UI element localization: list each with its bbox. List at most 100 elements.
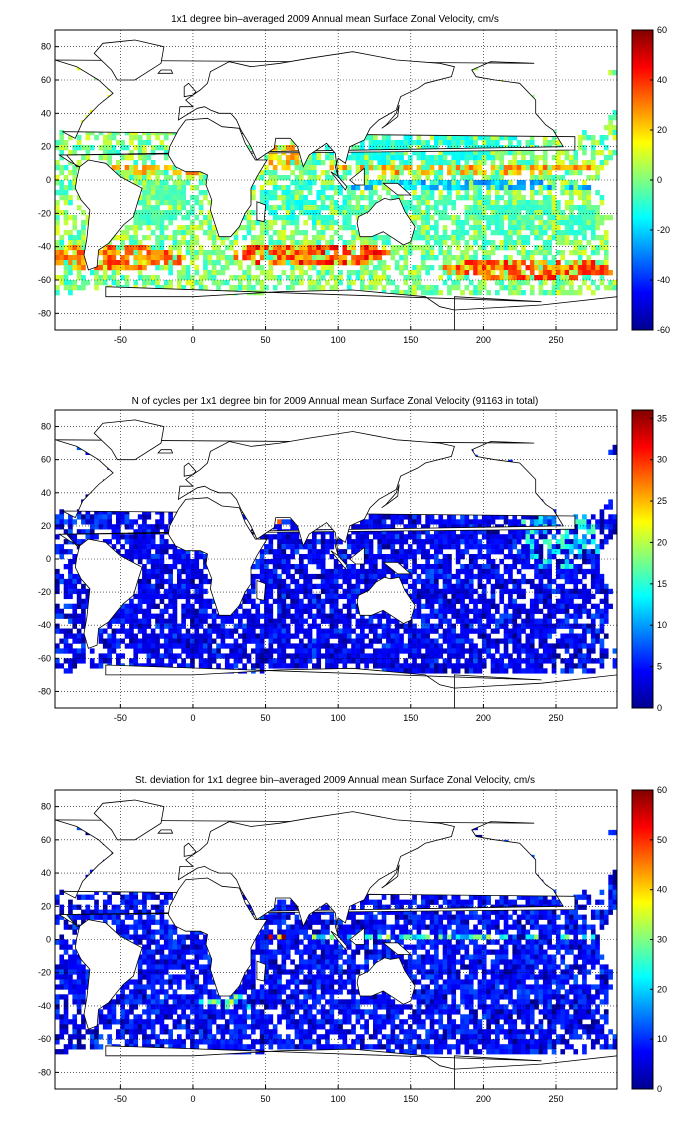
data-cell xyxy=(355,529,361,535)
data-cell xyxy=(198,593,204,600)
data-cell xyxy=(529,155,535,161)
data-cell xyxy=(425,290,430,296)
data-cell xyxy=(473,534,478,540)
data-cell xyxy=(455,559,461,565)
data-cell xyxy=(351,539,356,545)
data-cell xyxy=(55,180,60,186)
data-cell xyxy=(421,170,426,176)
data-cell xyxy=(512,260,518,266)
data-cell xyxy=(303,185,308,191)
data-cell xyxy=(569,180,574,186)
data-cell xyxy=(150,220,156,226)
data-cell xyxy=(508,140,513,146)
data-cell xyxy=(124,250,130,256)
data-cell xyxy=(603,598,609,604)
data-cell xyxy=(246,245,252,251)
data-cell xyxy=(364,265,369,271)
data-cell xyxy=(155,240,160,246)
data-cell xyxy=(155,583,160,590)
data-cell xyxy=(168,265,173,271)
data-cell xyxy=(137,260,143,266)
data-cell xyxy=(477,185,483,191)
data-cell xyxy=(416,155,422,161)
data-cell xyxy=(133,280,139,286)
data-cell xyxy=(486,225,491,231)
data-cell xyxy=(451,170,457,176)
data-cell xyxy=(403,260,409,266)
data-cell xyxy=(447,195,452,201)
data-cell xyxy=(569,205,574,211)
data-cell xyxy=(608,120,613,126)
data-cell xyxy=(399,270,404,276)
data-cell xyxy=(198,588,204,595)
data-cell xyxy=(438,529,444,535)
data-cell xyxy=(264,230,269,236)
data-cell xyxy=(525,200,531,206)
data-cell xyxy=(329,180,335,186)
data-cell xyxy=(285,250,291,256)
data-cell xyxy=(473,603,478,609)
data-cell xyxy=(451,593,457,600)
data-cell xyxy=(442,205,448,211)
data-cell xyxy=(569,578,574,585)
data-cell xyxy=(603,145,609,151)
data-cell xyxy=(333,608,339,614)
data-cell xyxy=(503,539,509,545)
data-cell xyxy=(98,509,104,515)
data-cell xyxy=(595,260,600,266)
data-cell xyxy=(590,205,596,211)
data-cell xyxy=(447,603,452,609)
data-cell xyxy=(486,220,491,226)
data-cell xyxy=(137,544,143,550)
data-cell xyxy=(168,573,173,580)
data-cell xyxy=(455,265,461,271)
data-cell xyxy=(429,290,435,296)
data-cell xyxy=(303,195,308,201)
data-cell xyxy=(569,588,574,595)
data-cell xyxy=(403,160,409,166)
data-cell xyxy=(407,140,413,146)
data-cell xyxy=(516,140,522,146)
data-cell xyxy=(434,588,439,595)
data-cell xyxy=(281,544,287,550)
data-cell xyxy=(394,165,400,171)
data-cell xyxy=(512,564,518,570)
data-cell xyxy=(285,593,291,600)
data-cell xyxy=(582,554,587,560)
y-tick-label: 40 xyxy=(41,108,51,118)
data-cell xyxy=(516,593,522,600)
data-cell xyxy=(146,568,152,575)
data-cell xyxy=(268,155,274,161)
data-cell xyxy=(203,564,208,570)
data-cell xyxy=(159,564,165,570)
data-cell xyxy=(386,554,391,560)
data-cell xyxy=(521,240,526,246)
data-cell xyxy=(521,260,526,266)
data-cell xyxy=(312,155,317,161)
data-cell xyxy=(556,155,561,161)
data-cell xyxy=(373,245,378,251)
data-cell xyxy=(129,250,134,256)
data-cell xyxy=(447,554,452,560)
data-cell xyxy=(333,573,339,580)
data-cell xyxy=(538,578,544,585)
data-cell xyxy=(460,290,465,296)
data-cell xyxy=(159,240,165,246)
data-cell xyxy=(468,573,474,580)
data-cell xyxy=(355,583,361,590)
data-cell xyxy=(364,255,369,261)
data-cell xyxy=(229,275,234,281)
data-cell xyxy=(120,534,125,540)
data-cell xyxy=(163,165,169,171)
data-cell xyxy=(194,225,200,231)
data-cell xyxy=(521,519,526,525)
data-cell xyxy=(207,275,213,281)
data-cell xyxy=(529,514,535,520)
data-cell xyxy=(503,185,509,191)
data-cell xyxy=(377,265,383,271)
data-cell xyxy=(599,578,605,585)
data-cell xyxy=(412,180,417,186)
data-cell xyxy=(412,588,417,595)
data-cell xyxy=(285,608,291,614)
data-cell xyxy=(577,265,583,271)
